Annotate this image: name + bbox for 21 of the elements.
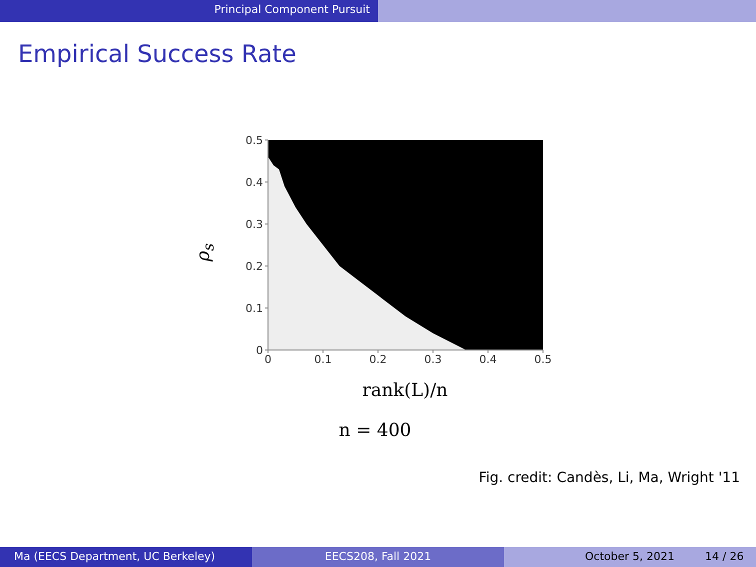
text: EECS208, Fall 2021 bbox=[324, 550, 432, 563]
y-tick-label: 0.3 bbox=[246, 218, 263, 231]
y-tick-label: 0.5 bbox=[246, 134, 263, 147]
y-tick-label: 0.1 bbox=[246, 302, 263, 315]
x-axis-title: rank(L)/n bbox=[362, 380, 448, 401]
x-tick-label: 0 bbox=[264, 352, 272, 366]
chart-title: Empirical Success Rate bbox=[18, 40, 296, 68]
text: October 5, 2021 bbox=[585, 550, 675, 563]
text: Ma (EECS Department, UC Berkeley) bbox=[14, 550, 216, 563]
text: Fig. credit: Candès, Li, Ma, Wright '11 bbox=[478, 470, 740, 486]
text: n = 400 bbox=[338, 420, 412, 441]
y-tick-label: 0 bbox=[256, 344, 263, 357]
x-tick-label: 0.4 bbox=[479, 352, 497, 366]
y-tick-label: 0.4 bbox=[246, 176, 263, 189]
text: Principal Component Pursuit bbox=[213, 3, 370, 16]
y-tick-label: 0.2 bbox=[246, 260, 263, 273]
x-tick-label: 0.1 bbox=[314, 352, 332, 366]
x-tick-label: 0.2 bbox=[369, 352, 387, 366]
text: 14 / 26 bbox=[705, 550, 744, 563]
x-tick-label: 0.3 bbox=[424, 352, 442, 366]
x-tick-label: 0.5 bbox=[534, 352, 552, 366]
